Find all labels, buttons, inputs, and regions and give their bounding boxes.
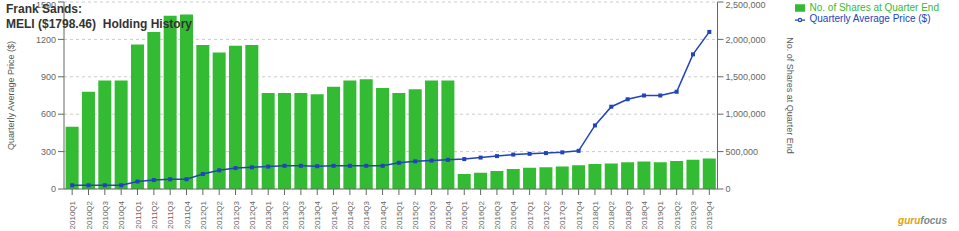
svg-text:2016Q4: 2016Q4 [509,200,518,229]
svg-text:No. of Shares at Quarter End: No. of Shares at Quarter End [785,37,795,154]
svg-text:0: 0 [51,184,56,194]
svg-text:2013Q4: 2013Q4 [313,200,322,229]
svg-text:2019Q1: 2019Q1 [656,200,665,229]
svg-text:2016Q3: 2016Q3 [493,200,502,229]
svg-text:1,500,000: 1,500,000 [725,72,765,82]
svg-text:2013Q2: 2013Q2 [281,200,290,229]
svg-text:500,000: 500,000 [725,147,758,157]
svg-text:2014Q4: 2014Q4 [379,200,388,229]
svg-text:2014Q2: 2014Q2 [346,200,355,229]
svg-text:2012Q3: 2012Q3 [232,200,241,229]
svg-text:2019Q3: 2019Q3 [689,200,698,229]
svg-text:2,000,000: 2,000,000 [725,35,765,45]
svg-text:2012Q2: 2012Q2 [215,200,224,229]
svg-text:2014Q1: 2014Q1 [330,200,339,229]
svg-text:2013Q1: 2013Q1 [264,200,273,229]
svg-text:300: 300 [41,147,56,157]
svg-text:2010Q3: 2010Q3 [101,200,110,229]
svg-text:2012Q4: 2012Q4 [248,200,257,229]
svg-text:2015Q4: 2015Q4 [444,200,453,229]
svg-text:2018Q3: 2018Q3 [624,200,633,229]
svg-text:2018Q4: 2018Q4 [640,200,649,229]
svg-text:2019Q4: 2019Q4 [705,200,714,229]
svg-text:1,000,000: 1,000,000 [725,109,765,119]
svg-text:2010Q1: 2010Q1 [68,200,77,229]
svg-text:2011Q2: 2011Q2 [150,200,159,228]
svg-text:2018Q2: 2018Q2 [607,200,616,229]
svg-text:2014Q3: 2014Q3 [362,200,371,229]
svg-text:2017Q1: 2017Q1 [526,200,535,229]
svg-text:2015Q1: 2015Q1 [395,200,404,229]
svg-text:2016Q1: 2016Q1 [460,200,469,229]
svg-text:2010Q4: 2010Q4 [117,200,126,229]
svg-text:2011Q3: 2011Q3 [166,200,175,228]
svg-text:0: 0 [725,184,730,194]
svg-text:1200: 1200 [36,35,56,45]
svg-text:2018Q1: 2018Q1 [591,200,600,229]
svg-text:2015Q2: 2015Q2 [411,200,420,229]
svg-text:2016Q2: 2016Q2 [477,200,486,229]
svg-text:2011Q4: 2011Q4 [183,200,192,228]
svg-text:2017Q4: 2017Q4 [575,200,584,229]
svg-text:2011Q1: 2011Q1 [134,200,143,228]
svg-text:2013Q3: 2013Q3 [297,200,306,229]
svg-text:2010Q2: 2010Q2 [85,200,94,229]
svg-text:2017Q2: 2017Q2 [542,200,551,229]
svg-text:2012Q1: 2012Q1 [199,200,208,229]
svg-text:2019Q2: 2019Q2 [673,200,682,229]
svg-text:Quarterly Average Price ($): Quarterly Average Price ($) [6,41,16,150]
svg-text:600: 600 [41,109,56,119]
svg-text:2017Q3: 2017Q3 [558,200,567,229]
svg-text:1500: 1500 [36,0,56,10]
svg-text:2015Q3: 2015Q3 [428,200,437,229]
svg-text:2,500,000: 2,500,000 [725,0,765,10]
svg-text:900: 900 [41,72,56,82]
